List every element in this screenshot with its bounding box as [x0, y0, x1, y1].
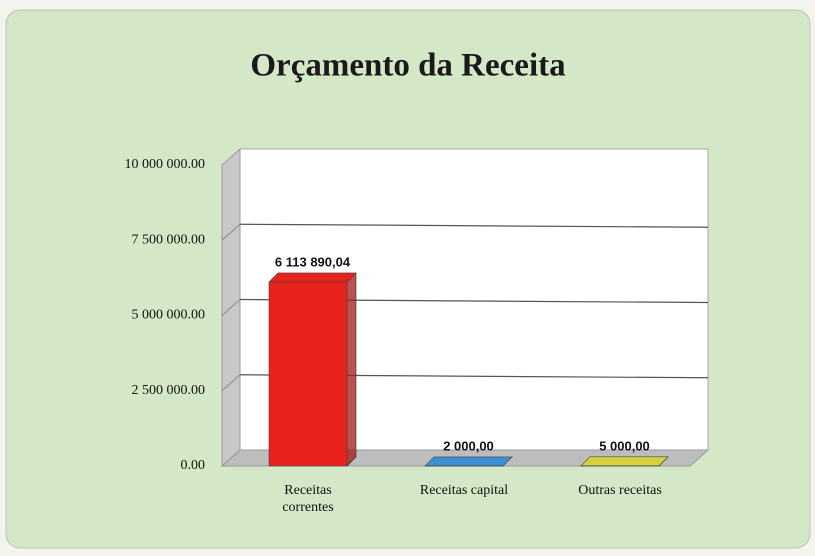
bar — [268, 281, 348, 467]
y-tick-label: 10 000 000.00 — [125, 157, 206, 172]
x-tick-label: Receitas correntes — [282, 483, 334, 515]
grid-line-side — [221, 374, 241, 392]
bar-side — [346, 272, 357, 467]
y-tick-label: 2 500 000.00 — [132, 383, 206, 398]
y-tick-label: 5 000 000.00 — [132, 308, 206, 323]
x-tick-label: Receitas capital — [419, 483, 509, 498]
chart-title: Orçamento da Receita — [250, 48, 565, 84]
value-label: 6 113 890,04 — [275, 254, 351, 269]
y-tick-label: 7 500 000.00 — [132, 232, 206, 247]
grid-line-side — [221, 223, 241, 241]
x-tick-label: Outras receitas — [578, 483, 662, 498]
value-label: 2 000,00 — [443, 438, 494, 453]
grid-line — [239, 223, 709, 228]
bar-top — [424, 456, 513, 467]
bar-top — [268, 272, 357, 283]
bar-top — [580, 456, 669, 467]
value-label: 5 000,00 — [599, 438, 650, 453]
y-tick-label: 0.00 — [181, 458, 206, 473]
grid-line-side — [221, 299, 241, 316]
